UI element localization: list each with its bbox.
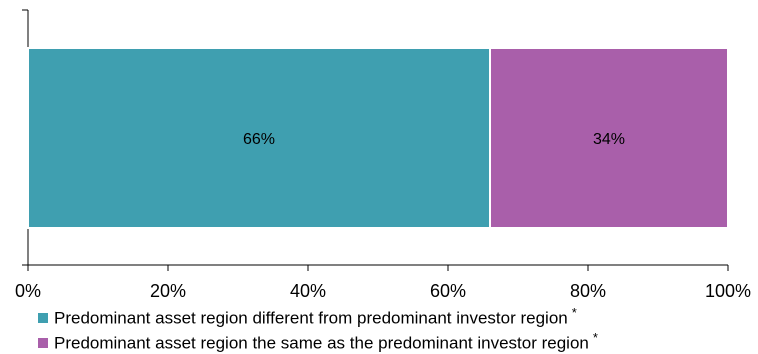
legend-label-1: Predominant asset region the same as the… xyxy=(54,333,589,353)
x-tick-label-4: 80% xyxy=(570,281,606,301)
legend-item-0: Predominant asset region different from … xyxy=(38,303,577,329)
legend-swatch-0 xyxy=(38,312,48,323)
x-tick-label-5: 100% xyxy=(705,281,751,301)
bar-segment-1 xyxy=(489,47,729,229)
bar-label-0: 66% xyxy=(243,131,275,148)
x-tick-label-2: 40% xyxy=(290,281,326,301)
x-tick-label-0: 0% xyxy=(15,281,41,301)
legend-item-1: Predominant asset region the same as the… xyxy=(38,328,598,354)
bar-label-1: 34% xyxy=(593,131,625,148)
legend-label-0: Predominant asset region different from … xyxy=(54,308,568,328)
x-tick-label-1: 20% xyxy=(150,281,186,301)
legend-marker-0: * xyxy=(571,305,577,320)
bar-segment-0 xyxy=(27,47,491,229)
legend-swatch-1 xyxy=(38,337,48,348)
legend-marker-1: * xyxy=(592,330,598,345)
x-tick-label-3: 60% xyxy=(430,281,466,301)
